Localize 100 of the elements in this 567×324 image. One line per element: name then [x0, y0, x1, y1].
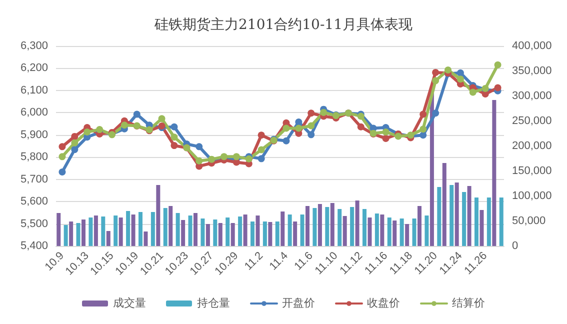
point — [196, 143, 203, 150]
y-tick-label: 6,100 — [20, 84, 48, 96]
point — [170, 142, 178, 150]
bar — [442, 163, 446, 246]
bar — [268, 222, 272, 246]
point — [258, 132, 265, 139]
bar — [64, 225, 68, 246]
point — [71, 139, 78, 146]
y2-tick-label: 350,000 — [512, 65, 552, 77]
bar — [368, 218, 372, 246]
legend-label: 持仓量 — [197, 298, 230, 310]
bar — [467, 186, 472, 246]
bar — [200, 218, 205, 246]
point — [258, 146, 265, 154]
chart-title: 硅铁期货主力2101合约10-11月具体表现 — [154, 17, 412, 33]
bar — [325, 207, 330, 246]
bar — [437, 187, 442, 246]
point — [308, 122, 315, 130]
bar — [380, 214, 384, 246]
x-tick-label: 11.4 — [267, 250, 290, 273]
point — [170, 134, 178, 141]
bar — [131, 214, 136, 246]
y2-tick-label: 150,000 — [512, 165, 552, 177]
point — [295, 118, 302, 126]
bar — [188, 216, 192, 246]
bar — [250, 222, 254, 246]
point — [420, 132, 427, 139]
y-tick-label: 5,400 — [20, 240, 48, 252]
point — [58, 168, 66, 176]
y-tick-label: 6,000 — [20, 106, 48, 119]
y2-tick-label: 0 — [512, 240, 518, 252]
legend-label: 结算价 — [452, 296, 485, 310]
y-tick-label: 5,800 — [20, 151, 48, 164]
point — [308, 131, 315, 138]
bar — [355, 200, 360, 246]
bar — [499, 198, 504, 246]
bar — [118, 218, 123, 246]
y-tick-label: 5,900 — [20, 128, 48, 141]
point — [295, 124, 302, 132]
y2-tick-label: 400,000 — [512, 40, 552, 52]
bar — [163, 208, 168, 246]
bar — [82, 220, 86, 246]
y2-tick-label: 200,000 — [512, 140, 552, 152]
bar — [450, 185, 454, 246]
bar — [330, 203, 334, 246]
point — [84, 128, 91, 136]
bar — [226, 218, 230, 246]
point — [444, 66, 452, 74]
bar — [293, 222, 298, 246]
bar — [480, 210, 484, 246]
bar — [374, 214, 379, 246]
point — [58, 143, 66, 150]
point — [432, 110, 440, 117]
bar — [362, 209, 366, 246]
x-tick-label: 10.9 — [42, 250, 66, 274]
bar — [144, 232, 148, 246]
point — [282, 137, 290, 144]
bar — [76, 223, 80, 246]
bar — [262, 222, 267, 246]
bar — [280, 212, 285, 246]
bar — [69, 222, 74, 246]
point — [196, 157, 203, 164]
bar — [405, 224, 410, 246]
point — [469, 88, 476, 96]
y-tick-label: 5,700 — [20, 173, 48, 186]
point — [158, 115, 166, 122]
bar — [462, 192, 466, 246]
bar — [350, 207, 354, 246]
point — [71, 146, 78, 154]
bar — [400, 218, 404, 246]
y-tick-label: 5,600 — [20, 196, 48, 208]
y2-tick-label: 300,000 — [512, 90, 552, 102]
point — [133, 110, 140, 118]
point — [170, 123, 178, 130]
bar — [138, 212, 142, 246]
bar — [412, 218, 416, 246]
bar — [312, 208, 317, 246]
y-tick-label: 6,200 — [20, 62, 48, 74]
point — [394, 132, 402, 140]
bar — [206, 224, 210, 246]
bar — [454, 182, 459, 246]
bar — [306, 206, 310, 246]
bar — [218, 223, 222, 246]
bar — [288, 214, 292, 246]
bar — [106, 231, 110, 246]
bar — [114, 216, 118, 246]
point — [308, 110, 315, 117]
legend-label: 成交量 — [113, 296, 146, 310]
x-tick-label: 11.2 — [242, 250, 266, 273]
bar — [194, 213, 198, 246]
point — [96, 126, 104, 134]
bar — [275, 222, 280, 246]
y-tick-label: 6,300 — [20, 40, 48, 52]
bar — [181, 220, 186, 246]
point — [494, 84, 502, 92]
point — [382, 128, 390, 136]
bar — [230, 223, 235, 246]
bar — [342, 216, 347, 246]
legend-label: 收盘价 — [367, 298, 400, 310]
bar — [387, 218, 392, 246]
